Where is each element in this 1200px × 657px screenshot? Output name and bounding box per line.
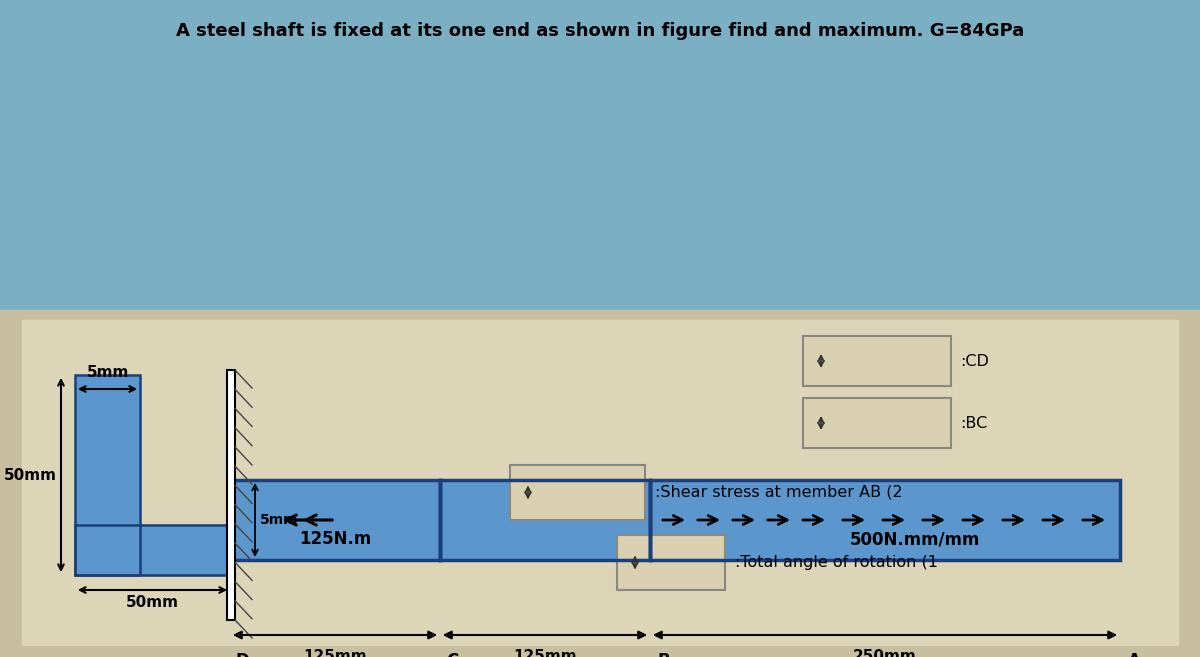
Bar	[74, 375, 140, 575]
Text: 125N.m: 125N.m	[299, 530, 371, 548]
Text: :Shear stress at member AB (2: :Shear stress at member AB (2	[655, 484, 902, 499]
Text: 50mm: 50mm	[4, 468, 58, 482]
Text: :Total angle of rotation (1: :Total angle of rotation (1	[734, 555, 938, 570]
Bar	[74, 375, 140, 575]
Text: C: C	[446, 652, 458, 657]
Bar	[803, 336, 952, 386]
Text: B: B	[658, 652, 671, 657]
Text: :BC: :BC	[960, 415, 988, 430]
Text: 125mm: 125mm	[304, 649, 367, 657]
Text: A steel shaft is fixed at its one end as shown in figure find and maximum. G=84G: A steel shaft is fixed at its one end as…	[176, 22, 1024, 40]
Bar	[0, 310, 1200, 657]
Bar	[440, 480, 650, 560]
Bar	[22, 320, 1178, 645]
Bar	[74, 525, 230, 575]
Bar	[230, 480, 440, 560]
Text: D: D	[235, 652, 248, 657]
Text: 500N.mm/mm: 500N.mm/mm	[850, 530, 980, 548]
Bar	[0, 0, 1200, 310]
Text: 50mm: 50mm	[126, 595, 179, 610]
Text: 125mm: 125mm	[514, 649, 577, 657]
Bar	[617, 535, 725, 590]
Text: 5mm: 5mm	[260, 513, 299, 527]
Bar	[440, 480, 650, 560]
Text: 5mm: 5mm	[86, 365, 128, 380]
Bar	[650, 480, 1120, 560]
Bar	[230, 480, 440, 560]
Bar	[510, 465, 646, 520]
Text: :CD: :CD	[960, 353, 989, 369]
Text: 250mm: 250mm	[853, 649, 917, 657]
Bar	[650, 480, 1120, 560]
Text: A: A	[1128, 652, 1140, 657]
Bar	[74, 525, 230, 575]
Bar	[227, 370, 235, 620]
Bar	[803, 398, 952, 448]
